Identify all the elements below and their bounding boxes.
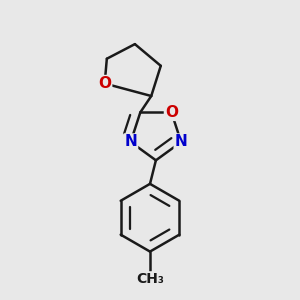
Text: O: O: [165, 105, 178, 120]
Text: O: O: [98, 76, 111, 91]
Text: N: N: [124, 134, 137, 149]
Text: N: N: [175, 134, 188, 149]
Text: CH₃: CH₃: [136, 272, 164, 286]
